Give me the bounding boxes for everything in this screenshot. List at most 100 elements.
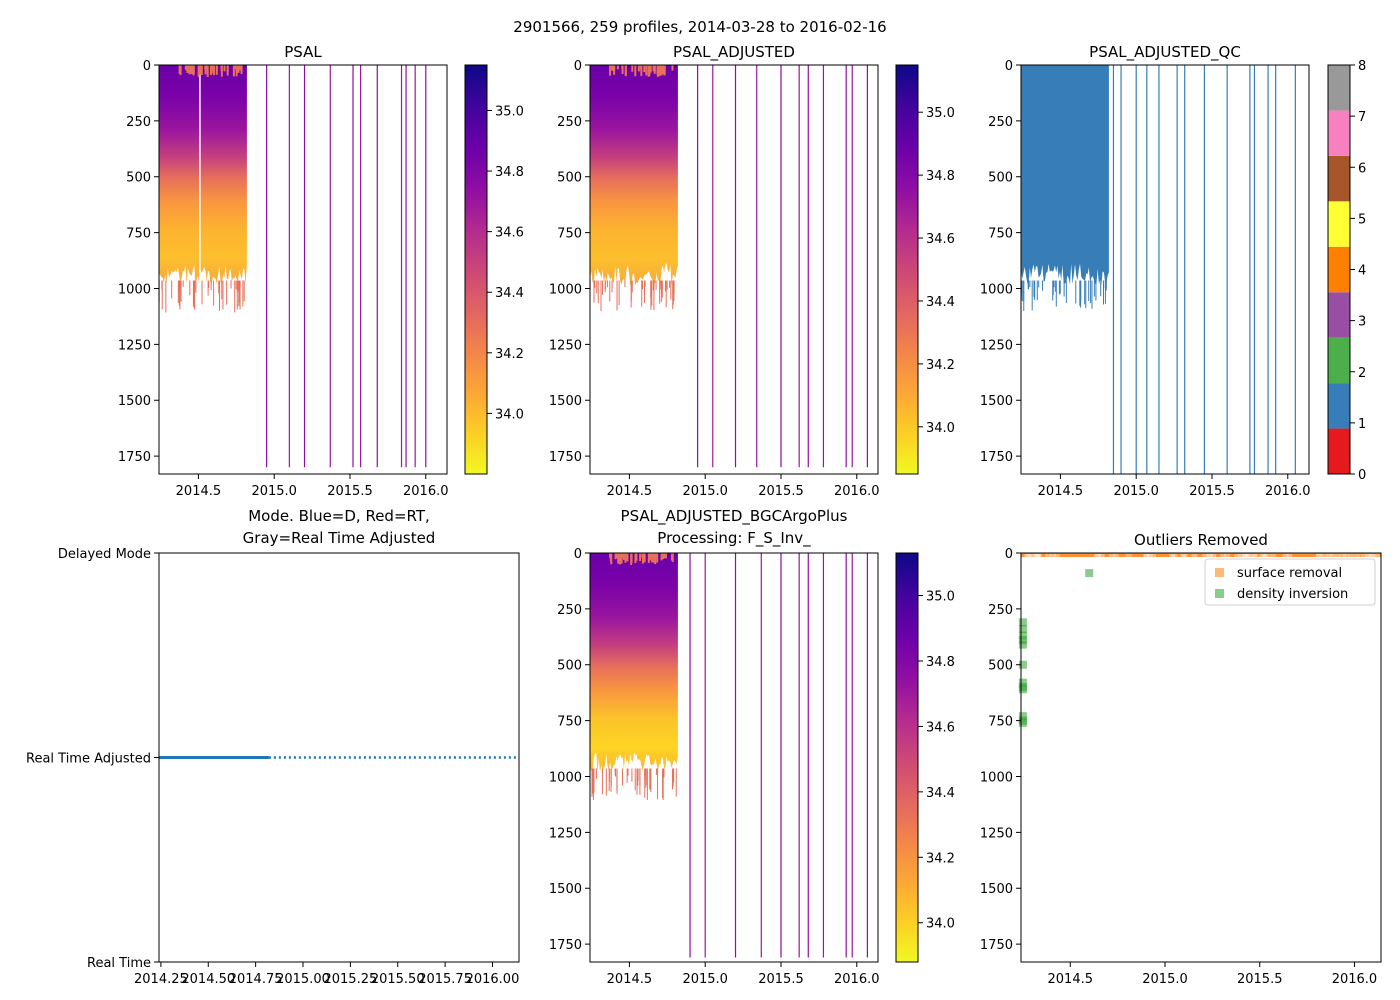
surface-removal-speckle <box>1263 554 1270 558</box>
colorbar-tick-label: 7 <box>1358 110 1366 125</box>
surface-removal-speckle <box>1098 554 1105 558</box>
y-tick-label: 1750 <box>980 450 1013 465</box>
y-tick-label: 750 <box>988 227 1013 242</box>
surface-removal-band <box>1021 553 1381 557</box>
colorbar-tick-label: 34.4 <box>926 786 955 801</box>
x-tick-label: 2016.0 <box>834 972 880 987</box>
x-tick-label: 2015.0 <box>251 484 297 499</box>
x-tick-label: 2015.50 <box>371 972 425 987</box>
x-tick-label: 2016.0 <box>1265 484 1311 499</box>
surface-removal-speckle <box>1348 554 1355 558</box>
y-tick-label: 750 <box>126 227 151 242</box>
panel-psal-adjusted: 2014.5 2015.0 2015.5 2016.0 0 250 500 750 1000 12… <box>549 43 955 499</box>
surface-removal-speckle <box>1251 554 1258 558</box>
surface-removal-speckle <box>1171 554 1178 558</box>
y-tick-label: 0 <box>574 59 582 74</box>
surface-removal-speckle <box>1244 554 1251 558</box>
surface-removal-speckle <box>1361 554 1368 558</box>
dense-profiles-block <box>590 65 678 286</box>
colorbar-segment <box>1328 428 1350 474</box>
surface-removal-speckle <box>1169 554 1176 558</box>
density-inversion-point <box>1018 640 1027 649</box>
surface-removal-speckle <box>1340 554 1347 558</box>
y-tick-label: 1250 <box>549 826 582 841</box>
surface-removal-speckle <box>1026 554 1033 558</box>
axes-frame <box>1020 64 1310 475</box>
colorbar-tick-label: 34.2 <box>926 851 955 866</box>
legend-marker-density-inversion <box>1215 589 1224 598</box>
colorbar-tick-label: 34.0 <box>926 421 955 436</box>
density-inversion-point <box>1018 712 1027 721</box>
surface-removal-speckle <box>1206 554 1213 558</box>
surface-removal-speckle <box>1241 554 1248 558</box>
y-tick-label: 500 <box>557 659 582 674</box>
y-tick-label: 1750 <box>549 450 582 465</box>
panel-bgc: 2014.5 2015.0 2015.5 2016.0 0 250 500 750 1000 12… <box>549 507 955 987</box>
y-tick-label: 1250 <box>980 826 1013 841</box>
colorbar-tick-label: 34.6 <box>926 232 955 247</box>
x-tick-label: 2015.5 <box>1237 972 1283 987</box>
panel-outliers: 2014.5 2015.0 2015.5 2016.0 0 250 500 750 1000 12… <box>980 531 1382 987</box>
y-tick-label: 1750 <box>980 938 1013 953</box>
surface-removal-speckle <box>1237 554 1244 558</box>
colorbar-segment <box>1328 65 1350 111</box>
x-tick-label: 2016.00 <box>466 972 520 987</box>
density-inversion-point <box>1018 618 1027 627</box>
surface-removal-speckle <box>1150 554 1157 558</box>
surface-removal-speckle <box>1259 554 1266 558</box>
panel-title: Mode. Blue=D, Red=RT, <box>248 507 430 525</box>
panel-title: PSAL_ADJUSTED <box>673 43 795 62</box>
y-tick-label: 0 <box>1005 547 1013 562</box>
panel-title: Outliers Removed <box>1134 531 1268 549</box>
colorbar-tick-label: 4 <box>1358 264 1366 279</box>
x-tick-label: 2015.0 <box>682 972 728 987</box>
surface-removal-speckle <box>1365 554 1372 558</box>
density-inversion-point <box>1018 624 1027 633</box>
axes-frame <box>158 64 448 475</box>
panel-title-line2: Processing: F_S_Inv_ <box>657 529 811 548</box>
legend-marker-surface-removal <box>1215 568 1224 577</box>
surface-removal-speckle <box>1261 554 1268 558</box>
y-tick-label: 1500 <box>549 394 582 409</box>
colorbar-tick-label: 34.6 <box>495 226 524 241</box>
colorbar-tick-label: 34.0 <box>926 917 955 932</box>
panel-title: PSAL <box>284 43 322 61</box>
surface-removal-speckle <box>1108 554 1115 558</box>
surface-removal-speckle <box>1202 554 1209 558</box>
surface-removal-speckle <box>1342 554 1349 558</box>
surface-removal-speckle <box>1224 554 1231 558</box>
y-tick-label: 1750 <box>549 938 582 953</box>
colorbar-tick-label: 35.0 <box>926 106 955 121</box>
surface-removal-speckle <box>1033 554 1040 558</box>
y-tick-label: 1500 <box>118 394 151 409</box>
surface-removal-speckle <box>1334 554 1341 558</box>
surface-removal-speckle <box>1316 554 1323 558</box>
y-tick-label: 1500 <box>549 882 582 897</box>
colorbar-segment <box>1328 337 1350 384</box>
legend-label-density-inversion: density inversion <box>1237 587 1348 602</box>
x-tick-label: 2014.5 <box>607 972 653 987</box>
colorbar-tick-label: 34.8 <box>926 169 955 184</box>
y-tick-label: 250 <box>988 603 1013 618</box>
surface-removal-speckle <box>1181 554 1188 558</box>
y-tick-label: 250 <box>988 115 1013 130</box>
colorbar-tick-label: 34.6 <box>926 720 955 735</box>
x-tick-label: 2014.50 <box>181 972 235 987</box>
surface-removal-speckle <box>1286 554 1293 558</box>
y-tick-label: 1250 <box>118 338 151 353</box>
y-tick-label: 500 <box>988 171 1013 186</box>
x-tick-label: 2016.0 <box>403 484 449 499</box>
colorbar <box>464 64 488 475</box>
axes-frame <box>1020 552 1382 963</box>
x-tick-label: 2016.0 <box>834 484 880 499</box>
y-tick-label: 1250 <box>549 338 582 353</box>
colorbar-tick-label: 34.8 <box>495 165 524 180</box>
y-tick-label: 1000 <box>118 282 151 297</box>
axes-frame <box>589 64 879 475</box>
x-tick-label: 2015.5 <box>327 484 373 499</box>
x-tick-label: 2015.5 <box>758 972 804 987</box>
surface-removal-speckle <box>1028 554 1035 558</box>
y-tick-label: 1000 <box>549 282 582 297</box>
surface-removal-speckle <box>1234 554 1241 558</box>
colorbar <box>895 64 919 475</box>
